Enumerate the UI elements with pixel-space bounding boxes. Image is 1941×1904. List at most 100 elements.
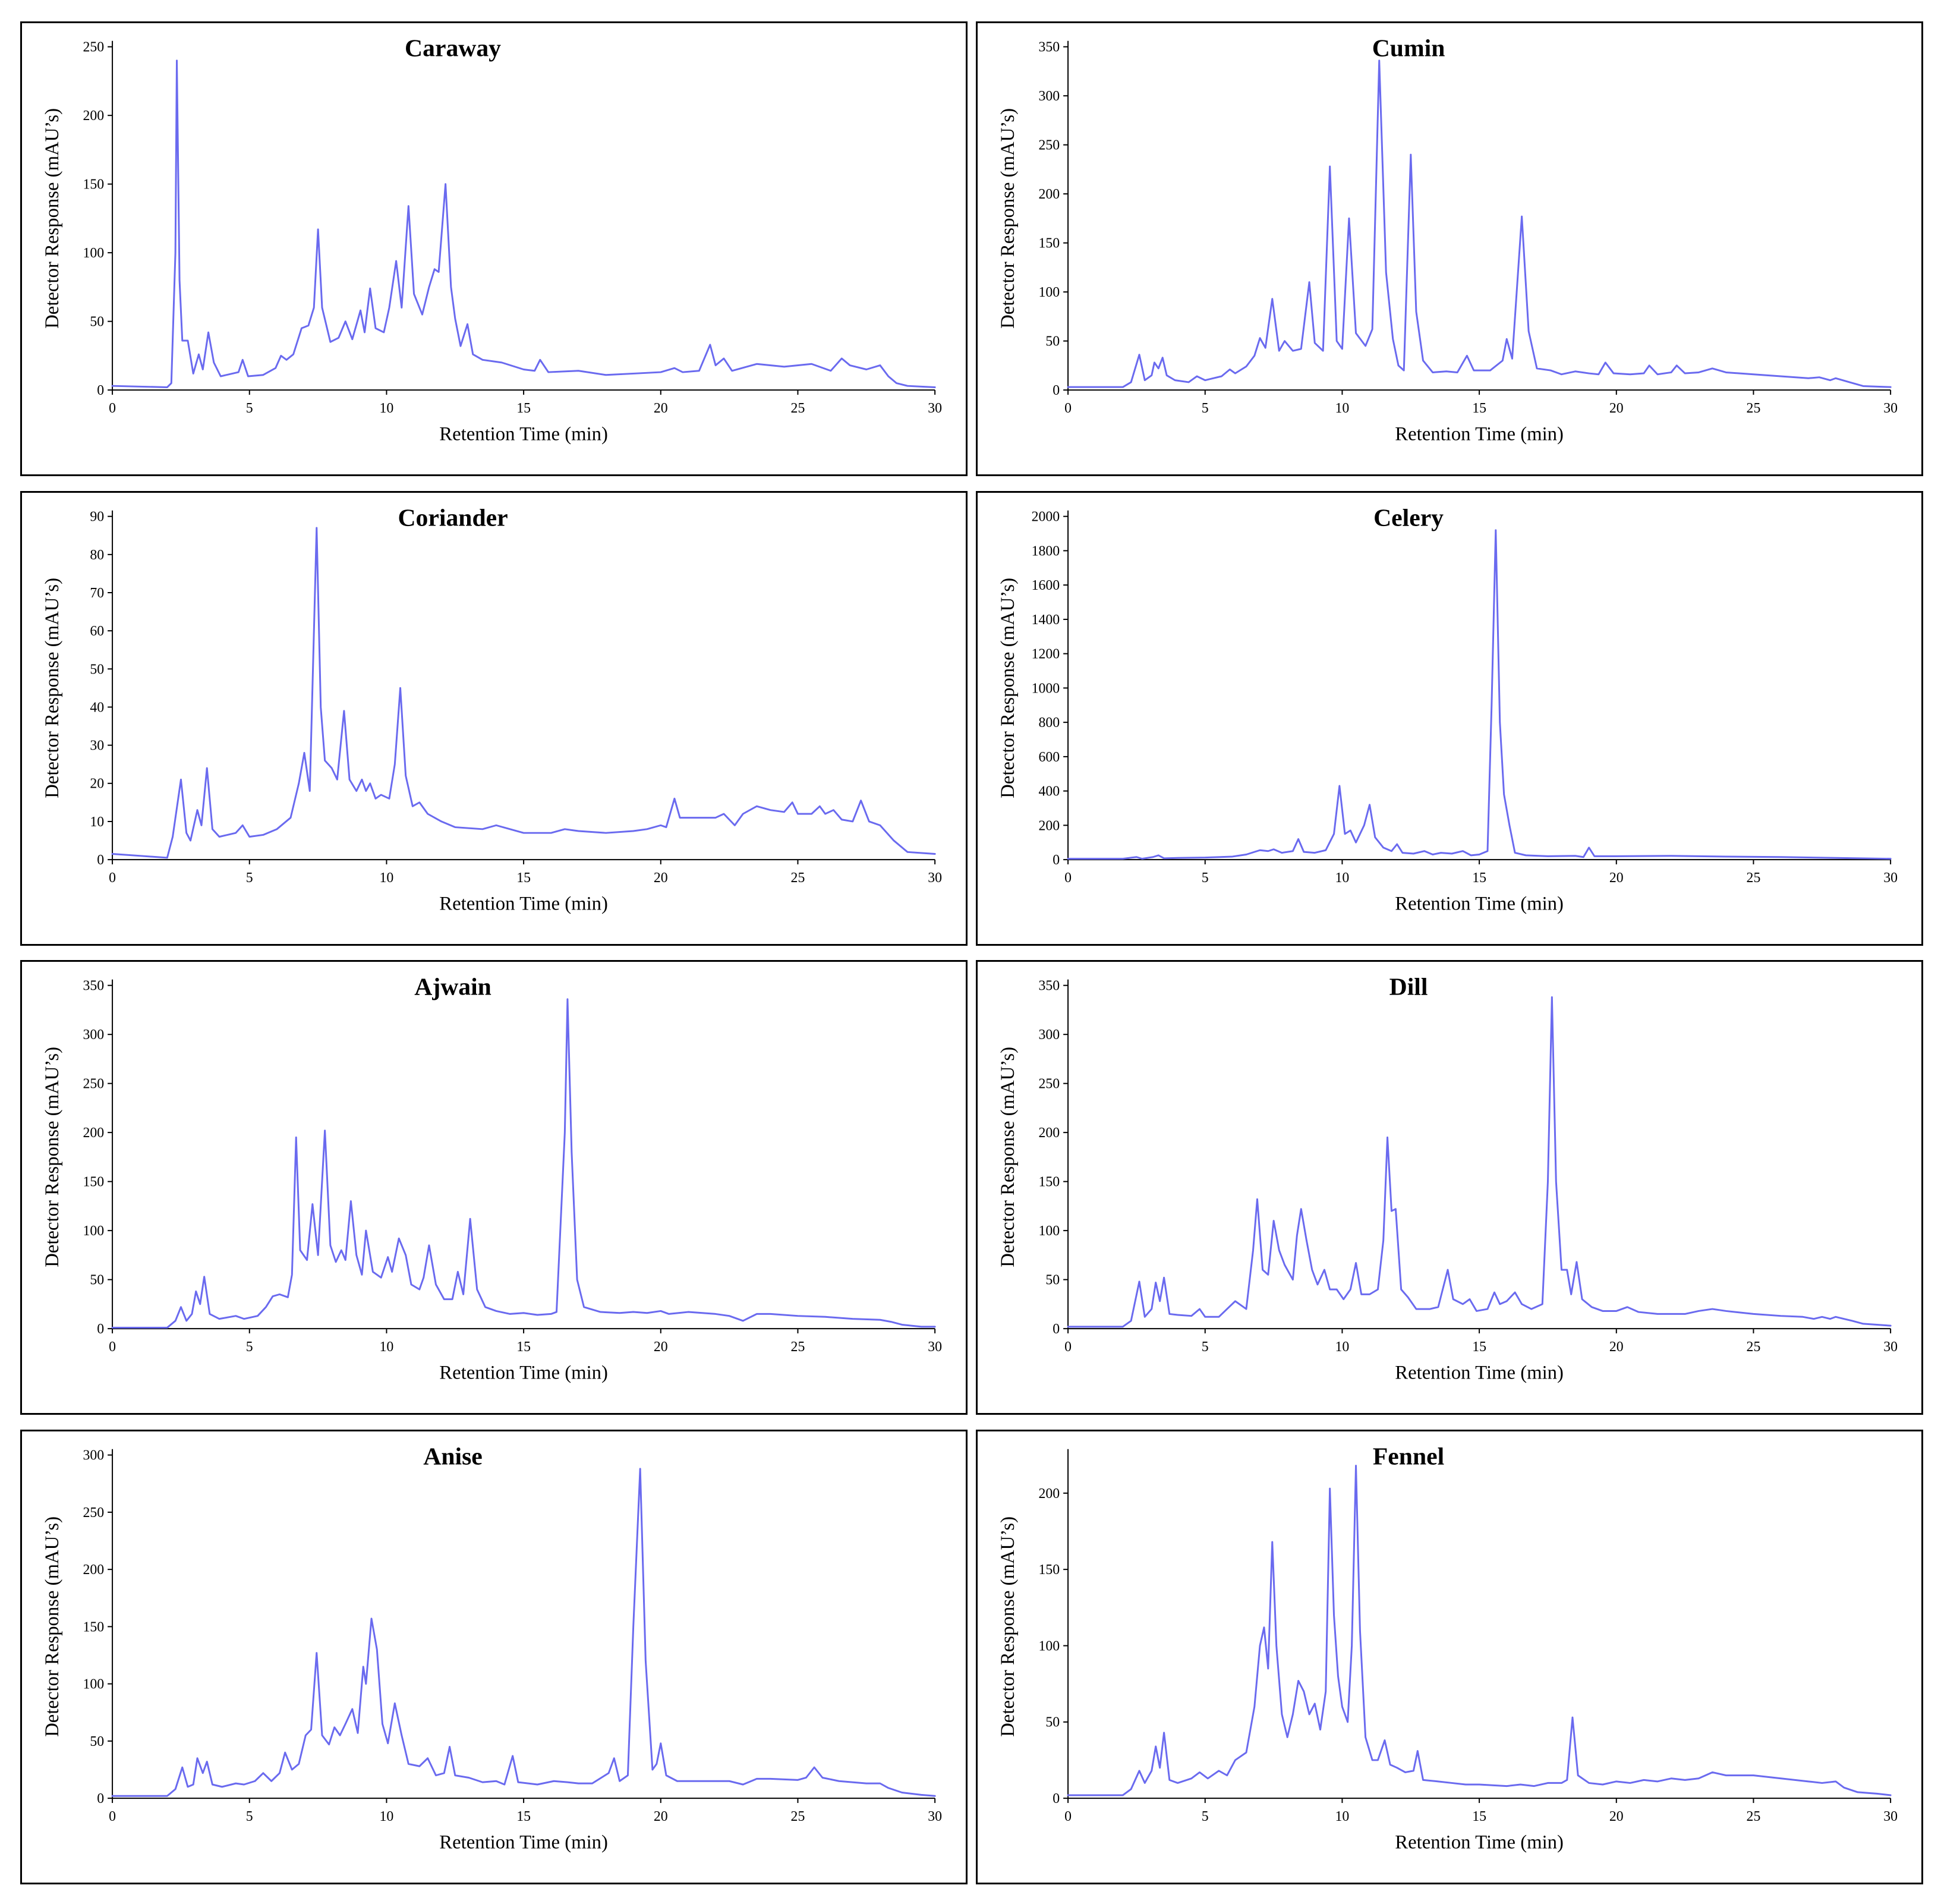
- chart-panel-fennel: 0 50 100 150 200 0 5 10 15 20 25 30 Fennel Retention …: [976, 1430, 1923, 1884]
- y-tick-label: 150: [83, 1175, 104, 1190]
- y-tick-label: 0: [97, 1791, 104, 1807]
- y-tick-label: 50: [90, 1734, 104, 1749]
- x-axis-label: Retention Time (min): [439, 423, 608, 445]
- y-tick-label: 70: [90, 586, 104, 601]
- x-tick-label: 5: [1202, 401, 1209, 416]
- x-tick-label: 5: [246, 1339, 253, 1355]
- x-axis-label: Retention Time (min): [1395, 1362, 1564, 1383]
- series-line-celery: [1067, 529, 1892, 860]
- chart-title: Ajwain: [414, 974, 491, 1001]
- x-tick-label: 5: [1202, 870, 1209, 886]
- y-axis-label: Detector Response (mAU’s): [42, 108, 63, 329]
- y-tick-label: 200: [83, 1125, 104, 1141]
- x-tick-label: 20: [654, 870, 668, 886]
- y-tick-label: 1000: [1032, 681, 1060, 696]
- series-line-coriander: [111, 527, 936, 859]
- y-tick-label: 250: [83, 1077, 104, 1092]
- chart-panel-celery: 0 200 400 600 800 1000 1200 1400 1600 1800 2000 0 5 1…: [976, 491, 1923, 946]
- y-tick-label: 40: [90, 700, 104, 715]
- y-tick-label: 250: [83, 1505, 104, 1521]
- y-tick-label: 600: [1038, 750, 1060, 765]
- x-tick-label: 15: [516, 870, 531, 886]
- x-tick-label: 20: [654, 1809, 668, 1824]
- x-axis-label: Retention Time (min): [439, 1831, 608, 1853]
- chart-title: Coriander: [398, 505, 508, 532]
- x-tick-label: 25: [791, 1809, 805, 1824]
- chart-svg-dill: 0 50 100 150 200 250 300 350 0 5 10 15 20 25 30 Dill Ret…: [997, 974, 1898, 1384]
- x-tick-label: 15: [1472, 1339, 1486, 1355]
- y-tick-label: 250: [1038, 1077, 1060, 1092]
- x-axis-label: Retention Time (min): [439, 1362, 608, 1383]
- x-tick-label: 30: [928, 870, 942, 886]
- chart-title: Fennel: [1373, 1443, 1444, 1471]
- x-tick-label: 20: [1609, 1809, 1624, 1824]
- y-tick-label: 300: [1038, 89, 1060, 104]
- series-line-caraway: [111, 59, 936, 388]
- chart-panel-coriander: 0 10 20 30 40 50 60 70 80 90 0 5 10 15 20 25 30 Coriander…: [20, 491, 968, 946]
- y-tick-label: 50: [1045, 1273, 1060, 1288]
- x-tick-label: 15: [1472, 870, 1486, 886]
- y-axis-label: Detector Response (mAU’s): [42, 1516, 63, 1737]
- chart-svg-ajwain: 0 50 100 150 200 250 300 350 0 5 10 15 20 25 30 Ajwain R…: [42, 974, 942, 1384]
- x-tick-label: 0: [109, 1809, 116, 1824]
- y-axis-label: Detector Response (mAU’s): [997, 1047, 1019, 1267]
- series-line-cumin: [1067, 59, 1892, 388]
- x-tick-label: 15: [516, 401, 531, 416]
- x-tick-label: 15: [516, 1809, 531, 1824]
- y-tick-label: 1400: [1032, 612, 1060, 628]
- x-tick-label: 0: [1064, 1339, 1072, 1355]
- x-tick-label: 15: [1472, 1809, 1486, 1824]
- x-axis-label: Retention Time (min): [1395, 893, 1564, 914]
- x-tick-label: 10: [1335, 1809, 1350, 1824]
- y-tick-label: 150: [1038, 236, 1060, 251]
- y-tick-label: 150: [1038, 1562, 1060, 1578]
- y-tick-label: 10: [90, 814, 104, 830]
- y-tick-label: 200: [1038, 1125, 1060, 1141]
- y-tick-label: 0: [97, 852, 104, 868]
- x-tick-label: 30: [1883, 1339, 1898, 1355]
- y-tick-label: 50: [1045, 1715, 1060, 1730]
- y-tick-label: 250: [1038, 138, 1060, 153]
- y-tick-label: 0: [97, 383, 104, 398]
- y-tick-label: 150: [83, 177, 104, 193]
- chart-title: Caraway: [405, 35, 501, 62]
- x-tick-label: 30: [1883, 1809, 1898, 1824]
- x-tick-label: 0: [109, 870, 116, 886]
- chart-svg-cumin: 0 50 100 150 200 250 300 350 0 5 10 15 20 25 30 Cumin Re…: [997, 35, 1898, 445]
- x-axis-label: Retention Time (min): [1395, 423, 1564, 445]
- x-tick-label: 25: [1747, 401, 1761, 416]
- y-axis-label: Detector Response (mAU’s): [42, 578, 63, 798]
- x-tick-label: 20: [654, 1339, 668, 1355]
- x-tick-label: 10: [1335, 1339, 1350, 1355]
- series-line-anise: [111, 1468, 936, 1797]
- y-tick-label: 30: [90, 738, 104, 754]
- y-tick-label: 150: [83, 1619, 104, 1635]
- chart-svg-celery: 0 200 400 600 800 1000 1200 1400 1600 1800 2000 0 5 1…: [997, 505, 1898, 915]
- x-tick-label: 25: [791, 870, 805, 886]
- chart-svg-coriander: 0 10 20 30 40 50 60 70 80 90 0 5 10 15 20 25 30 Coriander…: [42, 505, 942, 915]
- y-tick-label: 50: [90, 662, 104, 677]
- series-line-dill: [1067, 996, 1892, 1328]
- y-tick-label: 150: [1038, 1175, 1060, 1190]
- x-tick-label: 5: [1202, 1339, 1209, 1355]
- chart-panel-ajwain: 0 50 100 150 200 250 300 350 0 5 10 15 20 25 30 Ajwain R…: [20, 960, 968, 1415]
- y-tick-label: 400: [1038, 784, 1060, 800]
- x-tick-label: 25: [1747, 1809, 1761, 1824]
- x-tick-label: 10: [1335, 870, 1350, 886]
- x-tick-label: 5: [246, 401, 253, 416]
- y-tick-label: 350: [1038, 978, 1060, 994]
- y-tick-label: 200: [1038, 187, 1060, 202]
- x-tick-label: 10: [380, 1809, 394, 1824]
- y-tick-label: 50: [90, 314, 104, 330]
- y-tick-label: 50: [90, 1273, 104, 1288]
- y-tick-label: 50: [1045, 334, 1060, 350]
- x-tick-label: 15: [516, 1339, 531, 1355]
- x-tick-label: 0: [1064, 401, 1072, 416]
- chart-svg-caraway: 0 50 100 150 200 250 0 5 10 15 20 25 30 Caraway Retent…: [42, 35, 942, 445]
- x-tick-label: 5: [246, 1809, 253, 1824]
- y-tick-label: 1800: [1032, 543, 1060, 559]
- y-tick-label: 100: [1038, 1223, 1060, 1239]
- x-axis-label: Retention Time (min): [1395, 1831, 1564, 1853]
- x-tick-label: 20: [654, 401, 668, 416]
- y-tick-label: 0: [1053, 852, 1060, 868]
